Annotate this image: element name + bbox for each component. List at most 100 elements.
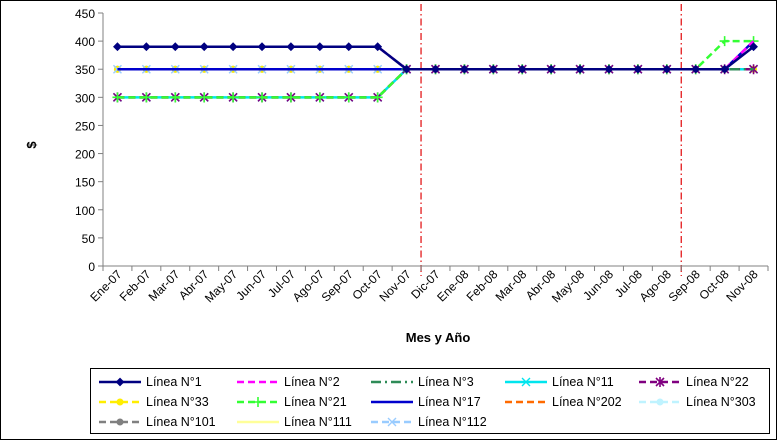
legend-item: Línea N°22 xyxy=(637,373,749,391)
data-point xyxy=(112,92,123,103)
legend-swatch xyxy=(99,377,141,387)
data-point xyxy=(521,377,531,387)
legend-item: Línea N°2 xyxy=(235,373,340,391)
data-point xyxy=(575,64,585,74)
legend-swatch xyxy=(371,400,413,404)
data-point xyxy=(170,42,180,52)
y-tick-label: 200 xyxy=(75,148,95,162)
legend-label: Línea N°3 xyxy=(418,375,474,389)
legend-swatch xyxy=(371,380,413,384)
data-point xyxy=(257,42,267,52)
legend-swatch xyxy=(237,397,279,407)
data-point xyxy=(387,417,397,427)
legend-item: Línea N°101 xyxy=(97,413,216,431)
legend-swatch xyxy=(99,398,141,406)
x-tick-label: May-07 xyxy=(202,267,240,305)
data-point xyxy=(199,92,210,103)
series-group xyxy=(113,42,758,74)
data-point xyxy=(655,377,665,387)
y-tick-label: 150 xyxy=(75,176,95,190)
legend-label: Línea N°112 xyxy=(418,415,487,429)
legend-item: Línea N°112 xyxy=(369,413,487,431)
y-tick-label: 450 xyxy=(75,7,95,21)
x-tick-label: Nov-08 xyxy=(723,267,760,304)
x-tick-label: Feb-08 xyxy=(464,267,501,304)
y-axis-title: $ xyxy=(24,141,39,149)
legend-label: Línea N°33 xyxy=(146,395,209,409)
legend: Línea N°1 Línea N°2 Línea N°3 Línea N°11 Lín… xyxy=(90,368,770,434)
data-point xyxy=(141,92,152,103)
legend-item: Línea N°33 xyxy=(97,393,209,411)
legend-label: Línea N°1 xyxy=(146,375,202,389)
legend-label: Línea N°21 xyxy=(284,395,347,409)
data-point xyxy=(488,64,498,74)
legend-label: Línea N°101 xyxy=(146,415,216,429)
data-point xyxy=(633,64,643,74)
legend-swatch xyxy=(237,420,279,424)
y-tick-label: 50 xyxy=(82,232,96,246)
data-point xyxy=(116,418,124,426)
data-point xyxy=(253,397,263,407)
data-point xyxy=(372,92,383,103)
legend-label: Línea N°22 xyxy=(686,375,749,389)
data-point xyxy=(286,42,296,52)
data-point xyxy=(116,398,124,406)
y-tick-label: 300 xyxy=(75,91,95,105)
data-point xyxy=(113,42,122,52)
data-point xyxy=(373,42,383,52)
legend-label: Línea N°303 xyxy=(686,395,756,409)
legend-swatch xyxy=(639,398,681,406)
legend-item: Línea N°1 xyxy=(97,373,202,391)
data-point xyxy=(546,64,556,74)
x-tick-label: Sep-07 xyxy=(319,267,356,304)
legend-item: Línea N°111 xyxy=(235,413,352,431)
x-tick-label: Nov-07 xyxy=(376,267,413,304)
legend-swatch xyxy=(505,400,547,404)
x-tick-label: Mar-08 xyxy=(493,267,530,304)
data-point xyxy=(170,92,181,103)
legend-label: Línea N°202 xyxy=(552,395,622,409)
data-point xyxy=(656,398,664,406)
x-tick-label: Jun-07 xyxy=(233,267,269,303)
y-tick-label: 100 xyxy=(75,204,95,218)
legend-item: Línea N°202 xyxy=(503,393,622,411)
data-point xyxy=(720,64,730,74)
legend-swatch xyxy=(639,377,681,387)
y-tick-label: 250 xyxy=(75,119,95,133)
data-point xyxy=(402,64,412,74)
data-point xyxy=(141,42,151,52)
data-point xyxy=(285,92,296,103)
legend-item: Línea N°17 xyxy=(369,393,481,411)
data-point xyxy=(343,92,354,103)
data-point xyxy=(199,42,209,52)
legend-swatch xyxy=(371,417,413,427)
legend-item: Línea N°3 xyxy=(369,373,474,391)
y-tick-label: 350 xyxy=(75,63,95,77)
data-point xyxy=(719,36,730,47)
legend-swatch xyxy=(99,418,141,426)
legend-label: Línea N°11 xyxy=(552,375,614,389)
legend-item: Línea N°11 xyxy=(503,373,614,391)
data-point xyxy=(749,42,758,52)
legend-label: Línea N°111 xyxy=(284,415,352,429)
y-tick-label: 400 xyxy=(75,35,95,49)
data-point xyxy=(315,42,325,52)
x-tick-label: Jun-08 xyxy=(580,267,616,303)
x-tick-label: Mar-07 xyxy=(146,267,183,304)
legend-label: Línea N°17 xyxy=(418,395,481,409)
data-point xyxy=(344,42,354,52)
data-point xyxy=(314,92,325,103)
x-axis-title: Mes y Año xyxy=(406,330,471,345)
legend-item: Línea N°303 xyxy=(637,393,756,411)
data-point xyxy=(257,92,268,103)
y-tick-label: 0 xyxy=(88,260,95,274)
x-tick-label: May-08 xyxy=(549,267,587,305)
legend-swatch xyxy=(237,380,279,384)
data-point xyxy=(228,92,239,103)
data-point xyxy=(691,64,701,74)
x-tick-label: Sep-08 xyxy=(666,267,703,304)
data-point xyxy=(115,377,125,387)
data-point xyxy=(459,64,469,74)
